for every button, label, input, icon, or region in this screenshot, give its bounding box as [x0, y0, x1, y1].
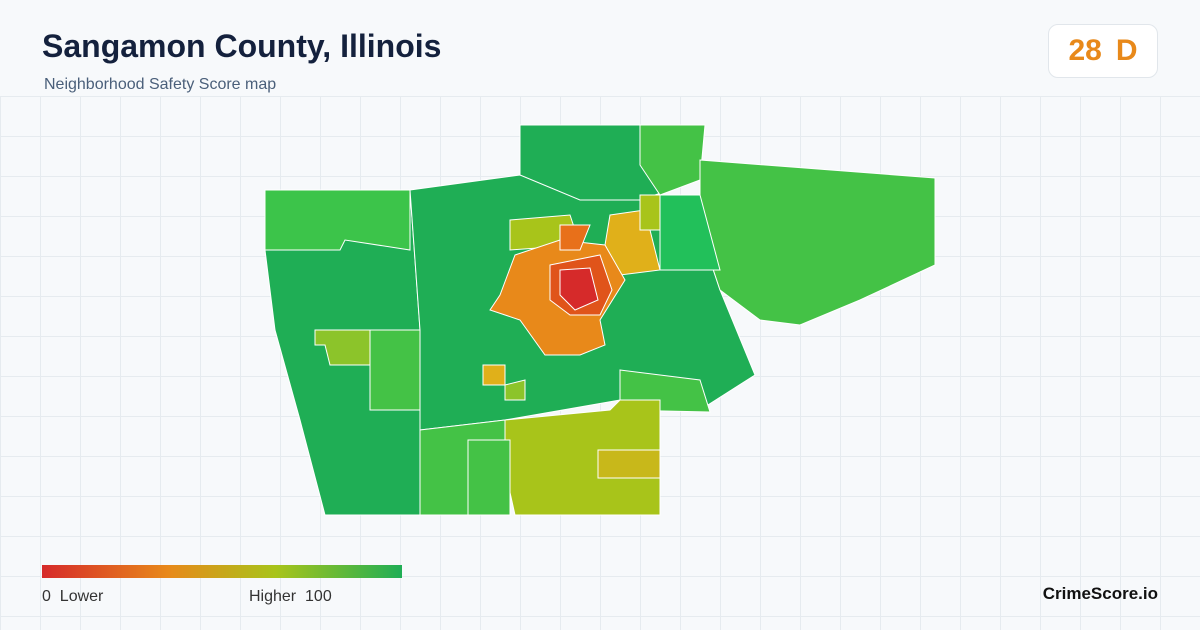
- region: [482, 364, 506, 386]
- legend-max-label: Higher: [249, 588, 297, 605]
- region: [467, 439, 511, 516]
- legend-min-value: 0: [42, 588, 51, 605]
- region: [699, 159, 936, 326]
- score-badge: 28 D: [1048, 24, 1158, 78]
- region: [639, 194, 661, 231]
- region: [559, 267, 599, 311]
- region: [597, 449, 661, 479]
- brand: CrimeScore.io: [1042, 584, 1158, 603]
- legend-gradient: [42, 565, 402, 578]
- header: Sangamon County, Illinois Neighborhood S…: [0, 0, 1200, 96]
- legend-max: Higher 100: [249, 588, 332, 606]
- region: [314, 329, 371, 366]
- subtitle: Neighborhood Safety Score map: [44, 76, 277, 93]
- region: [504, 379, 526, 401]
- region: [369, 329, 421, 411]
- region: [559, 224, 591, 251]
- legend-max-value: 100: [305, 588, 332, 605]
- legend-min-label: Lower: [59, 588, 104, 605]
- title: Sangamon County, Illinois: [42, 28, 442, 64]
- region: [659, 194, 721, 271]
- score-grade: D: [1115, 34, 1138, 67]
- region: [639, 124, 706, 196]
- legend-min: 0 Lower: [42, 588, 103, 606]
- region: [264, 189, 411, 251]
- score-value: 28: [1068, 34, 1102, 67]
